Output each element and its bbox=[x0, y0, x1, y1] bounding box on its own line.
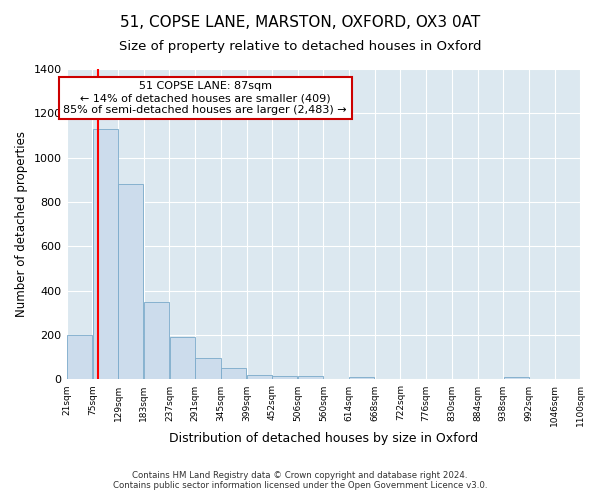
Bar bbox=[170, 338, 195, 380]
Bar bbox=[118, 184, 143, 380]
Bar bbox=[67, 335, 92, 380]
Bar bbox=[221, 368, 247, 380]
Y-axis label: Number of detached properties: Number of detached properties bbox=[15, 131, 28, 317]
Bar bbox=[196, 358, 221, 380]
Bar bbox=[144, 302, 169, 380]
Bar bbox=[503, 377, 529, 380]
Text: Size of property relative to detached houses in Oxford: Size of property relative to detached ho… bbox=[119, 40, 481, 53]
Bar bbox=[349, 377, 374, 380]
Text: 51 COPSE LANE: 87sqm
← 14% of detached houses are smaller (409)
85% of semi-deta: 51 COPSE LANE: 87sqm ← 14% of detached h… bbox=[64, 82, 347, 114]
Bar bbox=[298, 376, 323, 380]
Bar bbox=[92, 129, 118, 380]
X-axis label: Distribution of detached houses by size in Oxford: Distribution of detached houses by size … bbox=[169, 432, 478, 445]
Bar bbox=[272, 376, 298, 380]
Text: Contains HM Land Registry data © Crown copyright and database right 2024.
Contai: Contains HM Land Registry data © Crown c… bbox=[113, 470, 487, 490]
Bar bbox=[247, 375, 272, 380]
Text: 51, COPSE LANE, MARSTON, OXFORD, OX3 0AT: 51, COPSE LANE, MARSTON, OXFORD, OX3 0AT bbox=[120, 15, 480, 30]
